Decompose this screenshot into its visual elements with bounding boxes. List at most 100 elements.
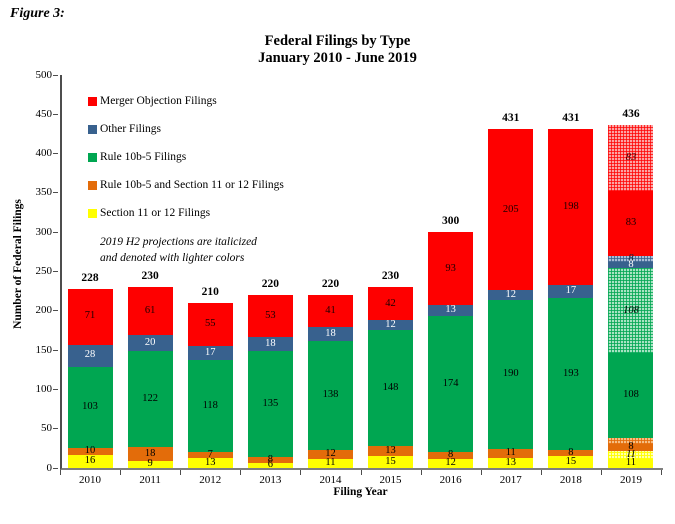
y-tick-label: 0 [46,461,53,474]
segment-red-2019: 83 [608,190,654,256]
legend-item-label: Other Filings [100,123,162,135]
y-tick-mark [53,113,58,115]
bar-2012: 13 7 118 17 55 [187,302,233,468]
y-tick-label: 50 [41,422,52,435]
segment-green-2014: 138 [307,341,353,450]
legend-item-3: Rule 10b-5 and Section 11 or 12 Filings [88,179,368,191]
segment-red-2011: 61 [127,287,173,336]
x-tick-label-2017: 2017 [499,474,522,486]
title-block: Federal Filings by Type January 2010 - J… [0,33,675,68]
y-tick-label: 500 [35,68,53,81]
legend-item-0: Merger Objection Filings [88,95,368,107]
segment-red-2015: 42 [368,287,414,321]
x-tick-label-2015: 2015 [379,474,402,486]
segment-orange-2017: 11 [488,448,534,458]
legend-swatch-icon [88,96,97,106]
bar-2011: 9 18 122 20 61 [127,287,173,469]
segment-orange-2013: 8 [247,454,293,465]
x-tick-mark [300,470,302,475]
segment-blue-2018: 17 [548,284,594,299]
x-tick-mark [540,470,542,475]
segment-blue-2014: 18 [307,327,353,342]
y-tick-mark [53,388,58,390]
segment-green-2019: 108 [608,353,654,439]
y-tick-mark [53,74,58,76]
x-tick-label-2012: 2012 [199,474,222,486]
legend-swatch-icon [88,180,97,190]
segment-orange-2015: 13 [368,445,414,457]
y-tick-label: 300 [35,225,53,238]
segment-blue-2017: 12 [488,289,534,300]
segment-yellow-p-2019: 11 [608,449,654,460]
total-label-2017: 431 [502,112,520,125]
y-tick-mark [53,231,58,233]
segment-green-2011: 122 [127,350,173,447]
total-label-2010: 228 [81,271,99,284]
x-tick-mark [240,470,242,475]
total-label-2012: 210 [201,285,219,298]
legend-item-1: Other Filings [88,123,368,135]
segment-yellow-2015: 15 [368,456,414,468]
total-label-2013: 220 [261,278,279,291]
segment-orange-2012: 7 [187,449,233,459]
segment-yellow-2014: 11 [307,458,353,468]
legend-item-label: Section 11 or 12 Filings [100,207,211,219]
segment-blue-2012: 17 [187,346,233,360]
bar-2013: 6 8 135 18 53 [247,295,293,470]
segment-orange-2019: 8 [608,441,654,452]
x-tick-label-2019: 2019 [619,474,642,486]
total-label-2014: 220 [321,278,340,291]
y-tick-label: 250 [35,265,53,277]
bar-2010: 16 10 103 28 71 [67,288,113,468]
legend-item-label: Rule 10b-5 and Section 11 or 12 Filings [100,179,284,191]
segment-green-2016: 174 [428,315,474,453]
bar-2016: 12 8 174 13 93 [428,232,474,468]
y-tick-mark [53,192,58,194]
segment-yellow-2010: 16 [67,455,113,468]
segment-green-2018: 193 [548,298,594,450]
segment-blue-p-2019: 8 [608,253,654,264]
projection-note-line1: 2019 H2 projections are italicized [100,236,257,248]
x-tick-label-2018: 2018 [559,474,582,486]
segment-green-p-2019: 108 [608,268,654,354]
x-axis-title: Filing Year [333,486,388,498]
y-tick-label: 400 [35,147,53,160]
segment-orange-2011: 18 [127,446,173,461]
x-tick-label-2014: 2014 [319,474,342,486]
bar-2019: 11 11 8 108 108 8 8 83 83 [608,125,654,468]
y-tick-mark [53,153,58,155]
y-tick-mark [53,271,58,272]
figure-label: Figure 3: [10,6,65,21]
total-label-2019: 436 [622,108,640,121]
total-label-2016: 300 [442,215,460,228]
x-tick-label-2016: 2016 [439,474,462,486]
legend-item-4: Section 11 or 12 Filings [88,207,368,219]
segment-green-2017: 190 [488,299,534,450]
y-tick-mark [53,428,58,430]
legend-swatch-icon [88,208,97,218]
segment-blue-2015: 12 [368,319,414,330]
segment-red-2018: 198 [548,129,594,285]
segment-orange-2016: 8 [428,449,474,460]
segment-yellow-2017: 13 [488,457,534,468]
x-tick-mark [420,470,422,475]
bar-2014: 11 12 138 18 41 [307,295,353,468]
segment-red-2012: 55 [187,302,233,347]
segment-blue-2013: 18 [247,336,293,351]
segment-yellow-2018: 15 [548,456,594,468]
legend: Merger Objection Filings Other Filings Rul… [88,95,368,266]
segment-red-2016: 93 [428,232,474,306]
x-tick-mark [600,470,602,475]
legend-item-2: Rule 10b-5 Filings [88,151,368,163]
y-tick-label: 100 [35,382,53,395]
legend-item-label: Rule 10b-5 Filings [100,151,187,163]
segment-orange-2014: 12 [307,448,353,459]
x-tick-mark [120,470,122,475]
segment-orange-2010: 10 [67,446,113,456]
chart-subtitle: January 2010 - June 2019 [258,50,417,67]
y-tick-label: 150 [35,343,53,356]
segment-yellow-2016: 12 [428,457,474,468]
bar-2018: 15 8 193 17 198 [548,129,594,468]
segment-blue-2010: 28 [67,344,113,367]
segment-red-2017: 205 [488,129,534,291]
